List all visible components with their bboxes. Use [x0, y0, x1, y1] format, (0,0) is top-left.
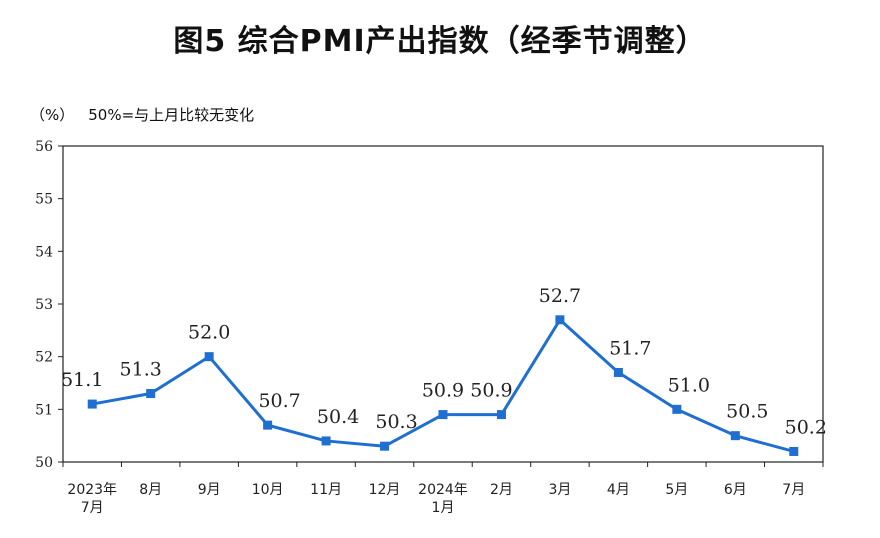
x-tick-label: 3月	[548, 482, 571, 498]
data-point	[321, 436, 331, 446]
data-point	[204, 352, 214, 362]
x-tick-label: 11月	[310, 482, 342, 498]
data-point	[438, 410, 448, 420]
chart-note: （%） 50%=与上月比较无变化	[30, 104, 268, 125]
data-point	[87, 399, 97, 409]
data-label: 50.5	[726, 401, 768, 423]
data-point	[146, 389, 156, 399]
data-label: 51.3	[120, 359, 162, 381]
x-tick-label: 6月	[724, 482, 747, 498]
data-label: 50.4	[317, 406, 359, 428]
data-point	[789, 446, 799, 456]
x-tick-label: 12月	[369, 482, 401, 498]
y-tick-label: 53	[35, 297, 53, 313]
y-tick-label: 52	[35, 350, 53, 366]
data-label: 51.7	[609, 337, 651, 359]
y-tick-label: 55	[35, 192, 53, 208]
data-point	[380, 441, 390, 451]
x-tick-label: 4月	[607, 482, 630, 498]
x-tick-label: 5月	[665, 482, 688, 498]
y-tick-label: 51	[35, 402, 53, 418]
y-tick-label: 54	[35, 244, 53, 260]
data-label: 50.9	[470, 380, 512, 402]
x-tick-label: 10月	[252, 482, 284, 498]
x-tick-label: 7月	[782, 482, 805, 498]
x-tick-label: 2023年 7月	[67, 482, 117, 516]
data-point	[730, 431, 740, 441]
baseline-note: 50%=与上月比较无变化	[88, 106, 255, 124]
data-label: 50.3	[375, 411, 417, 433]
x-tick-label: 2024年 1月	[418, 482, 468, 516]
data-point	[263, 420, 273, 430]
data-label: 51.1	[61, 369, 103, 391]
data-label: 50.9	[422, 380, 464, 402]
x-tick-label: 9月	[198, 482, 221, 498]
unit-label: （%）	[30, 106, 75, 124]
data-label: 52.0	[188, 322, 230, 344]
y-tick-label: 56	[35, 139, 53, 155]
data-label: 52.7	[539, 285, 581, 307]
x-tick-label: 2月	[490, 482, 513, 498]
data-point	[496, 410, 506, 420]
data-point	[613, 367, 623, 377]
data-point	[555, 315, 565, 325]
data-point	[672, 404, 682, 414]
data-label: 50.7	[258, 390, 300, 412]
data-label: 51.0	[668, 374, 710, 396]
data-label: 50.2	[785, 416, 827, 438]
y-tick-label: 50	[35, 455, 53, 471]
x-tick-label: 8月	[139, 482, 162, 498]
chart-title: 图5 综合PMI产出指数（经季节调整）	[173, 24, 707, 59]
